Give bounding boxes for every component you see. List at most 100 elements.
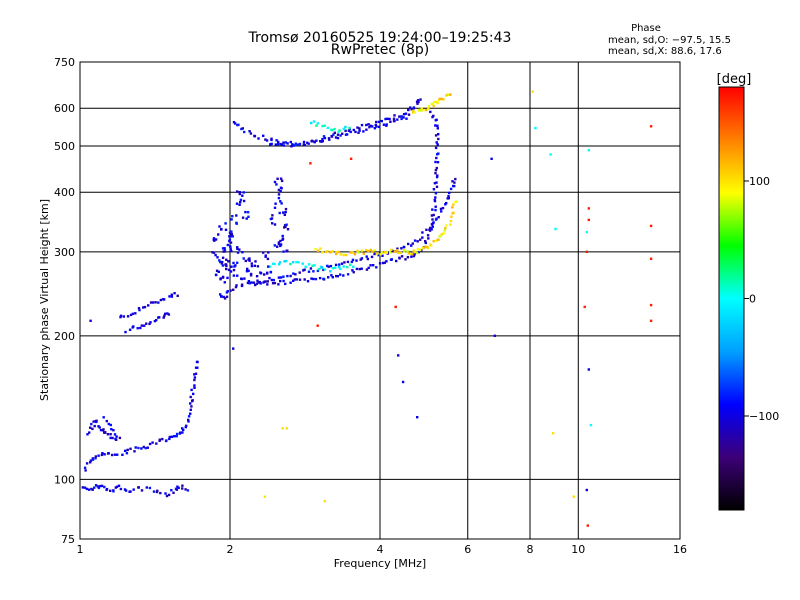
data-point	[587, 218, 590, 222]
data-point	[91, 427, 94, 431]
data-point	[339, 267, 342, 271]
data-point	[434, 169, 438, 172]
data-point	[156, 489, 159, 492]
data-point	[109, 489, 112, 492]
data-point	[416, 99, 420, 102]
data-point	[228, 238, 232, 241]
data-point	[323, 136, 327, 140]
data-point	[444, 203, 447, 206]
data-point	[181, 427, 184, 430]
data-point	[417, 251, 420, 254]
data-point	[109, 423, 112, 427]
data-point	[266, 280, 269, 283]
data-point	[327, 137, 331, 140]
colorbar-tick-label: −100	[749, 410, 779, 423]
data-point	[145, 486, 148, 489]
data-point	[221, 260, 224, 264]
data-point	[98, 426, 101, 429]
data-point	[428, 228, 431, 231]
data-point	[317, 267, 321, 271]
data-point	[245, 270, 249, 273]
data-point	[273, 281, 277, 285]
data-point	[181, 431, 184, 434]
colorbar-tick-label: 0	[749, 293, 756, 306]
data-point	[534, 126, 537, 130]
data-point	[454, 200, 457, 204]
data-point	[113, 453, 117, 456]
data-point	[151, 441, 154, 444]
data-point	[324, 250, 328, 254]
data-point	[370, 255, 374, 259]
data-point	[221, 264, 225, 267]
data-point	[273, 244, 276, 247]
data-point	[239, 201, 242, 204]
data-point	[280, 143, 284, 146]
data-point	[247, 269, 250, 273]
data-point	[353, 253, 357, 256]
data-point	[451, 180, 454, 183]
data-point	[388, 117, 391, 121]
data-point	[334, 266, 337, 269]
data-point	[283, 260, 286, 263]
data-point	[148, 322, 151, 326]
data-point	[365, 268, 369, 271]
data-point	[281, 234, 284, 238]
data-point	[213, 239, 216, 242]
data-point	[248, 282, 252, 285]
data-point	[277, 242, 281, 246]
data-point	[412, 254, 416, 258]
data-point	[192, 392, 195, 396]
x-tick-label: 1	[77, 543, 84, 556]
data-point	[229, 241, 233, 244]
data-point	[397, 251, 400, 255]
data-point	[351, 269, 354, 272]
data-point	[383, 261, 386, 264]
data-point	[453, 184, 456, 188]
data-point	[215, 269, 219, 272]
data-point	[396, 118, 399, 121]
data-point	[220, 295, 223, 298]
data-point	[90, 422, 93, 426]
data-point	[278, 263, 281, 266]
data-point	[398, 257, 401, 260]
data-point	[142, 306, 145, 309]
data-point	[178, 432, 182, 435]
data-point	[126, 315, 130, 318]
data-point	[400, 255, 404, 258]
data-point	[119, 314, 123, 317]
data-point	[165, 494, 169, 498]
data-point	[93, 486, 96, 489]
data-point	[138, 308, 141, 312]
data-point	[367, 123, 370, 126]
data-point	[277, 193, 281, 196]
data-point	[400, 117, 403, 121]
data-point	[402, 245, 406, 249]
data-point	[196, 366, 199, 369]
data-point	[427, 237, 430, 240]
data-point	[352, 271, 355, 274]
x-tick-label: 2	[227, 543, 234, 556]
data-point	[385, 260, 388, 263]
data-point	[246, 281, 250, 285]
data-point	[89, 319, 92, 322]
data-point	[238, 191, 241, 194]
data-point	[377, 125, 381, 129]
data-point	[106, 433, 110, 436]
data-point	[221, 247, 225, 250]
data-point	[314, 248, 317, 251]
data-point	[440, 210, 443, 213]
data-point	[214, 273, 218, 277]
data-point	[103, 485, 106, 489]
data-point	[155, 319, 158, 322]
data-point	[384, 117, 387, 121]
data-point	[193, 373, 196, 376]
colorbar-ticks: 100 0 −100	[744, 175, 779, 423]
data-point	[109, 436, 112, 440]
data-point	[296, 143, 299, 146]
data-point	[280, 179, 284, 183]
data-point	[190, 388, 193, 392]
data-point	[235, 202, 239, 205]
data-point	[194, 372, 198, 375]
data-point	[242, 191, 245, 194]
data-point	[304, 265, 307, 269]
